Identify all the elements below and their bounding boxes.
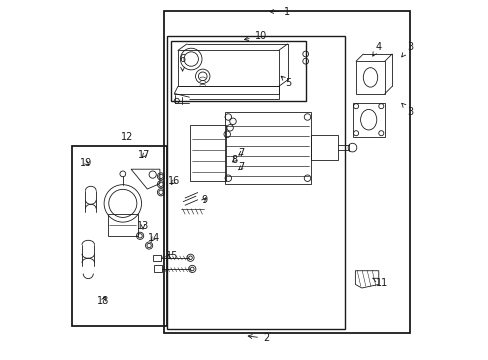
Text: 16: 16 xyxy=(168,176,180,186)
Bar xyxy=(167,36,345,329)
Text: 2: 2 xyxy=(248,333,269,343)
Text: 3: 3 xyxy=(401,103,412,117)
Bar xyxy=(190,125,226,181)
Text: 7: 7 xyxy=(238,148,244,158)
Bar xyxy=(154,265,162,272)
Text: 5: 5 xyxy=(281,76,291,88)
Text: 18: 18 xyxy=(97,296,109,306)
Text: 14: 14 xyxy=(147,233,160,243)
Bar xyxy=(224,112,310,184)
Bar xyxy=(72,146,167,326)
Bar xyxy=(107,214,138,236)
Text: 17: 17 xyxy=(138,150,150,160)
Text: 19: 19 xyxy=(80,158,92,168)
Text: 15: 15 xyxy=(165,251,178,261)
Bar xyxy=(352,103,384,137)
Text: 4: 4 xyxy=(372,42,381,56)
Text: 13: 13 xyxy=(137,221,149,231)
Bar xyxy=(163,11,409,333)
Bar xyxy=(152,255,160,261)
Text: 9: 9 xyxy=(201,195,207,205)
Bar xyxy=(310,135,337,160)
Text: 1: 1 xyxy=(269,6,289,17)
Bar xyxy=(178,50,278,86)
Text: 7: 7 xyxy=(238,162,244,172)
Text: 12: 12 xyxy=(121,132,133,142)
Text: 3: 3 xyxy=(401,42,412,57)
Text: 6: 6 xyxy=(179,54,185,71)
Text: 11: 11 xyxy=(372,278,387,288)
Text: 10: 10 xyxy=(244,31,266,41)
Bar xyxy=(355,61,384,94)
Text: 8: 8 xyxy=(231,155,237,165)
Bar xyxy=(170,41,305,101)
